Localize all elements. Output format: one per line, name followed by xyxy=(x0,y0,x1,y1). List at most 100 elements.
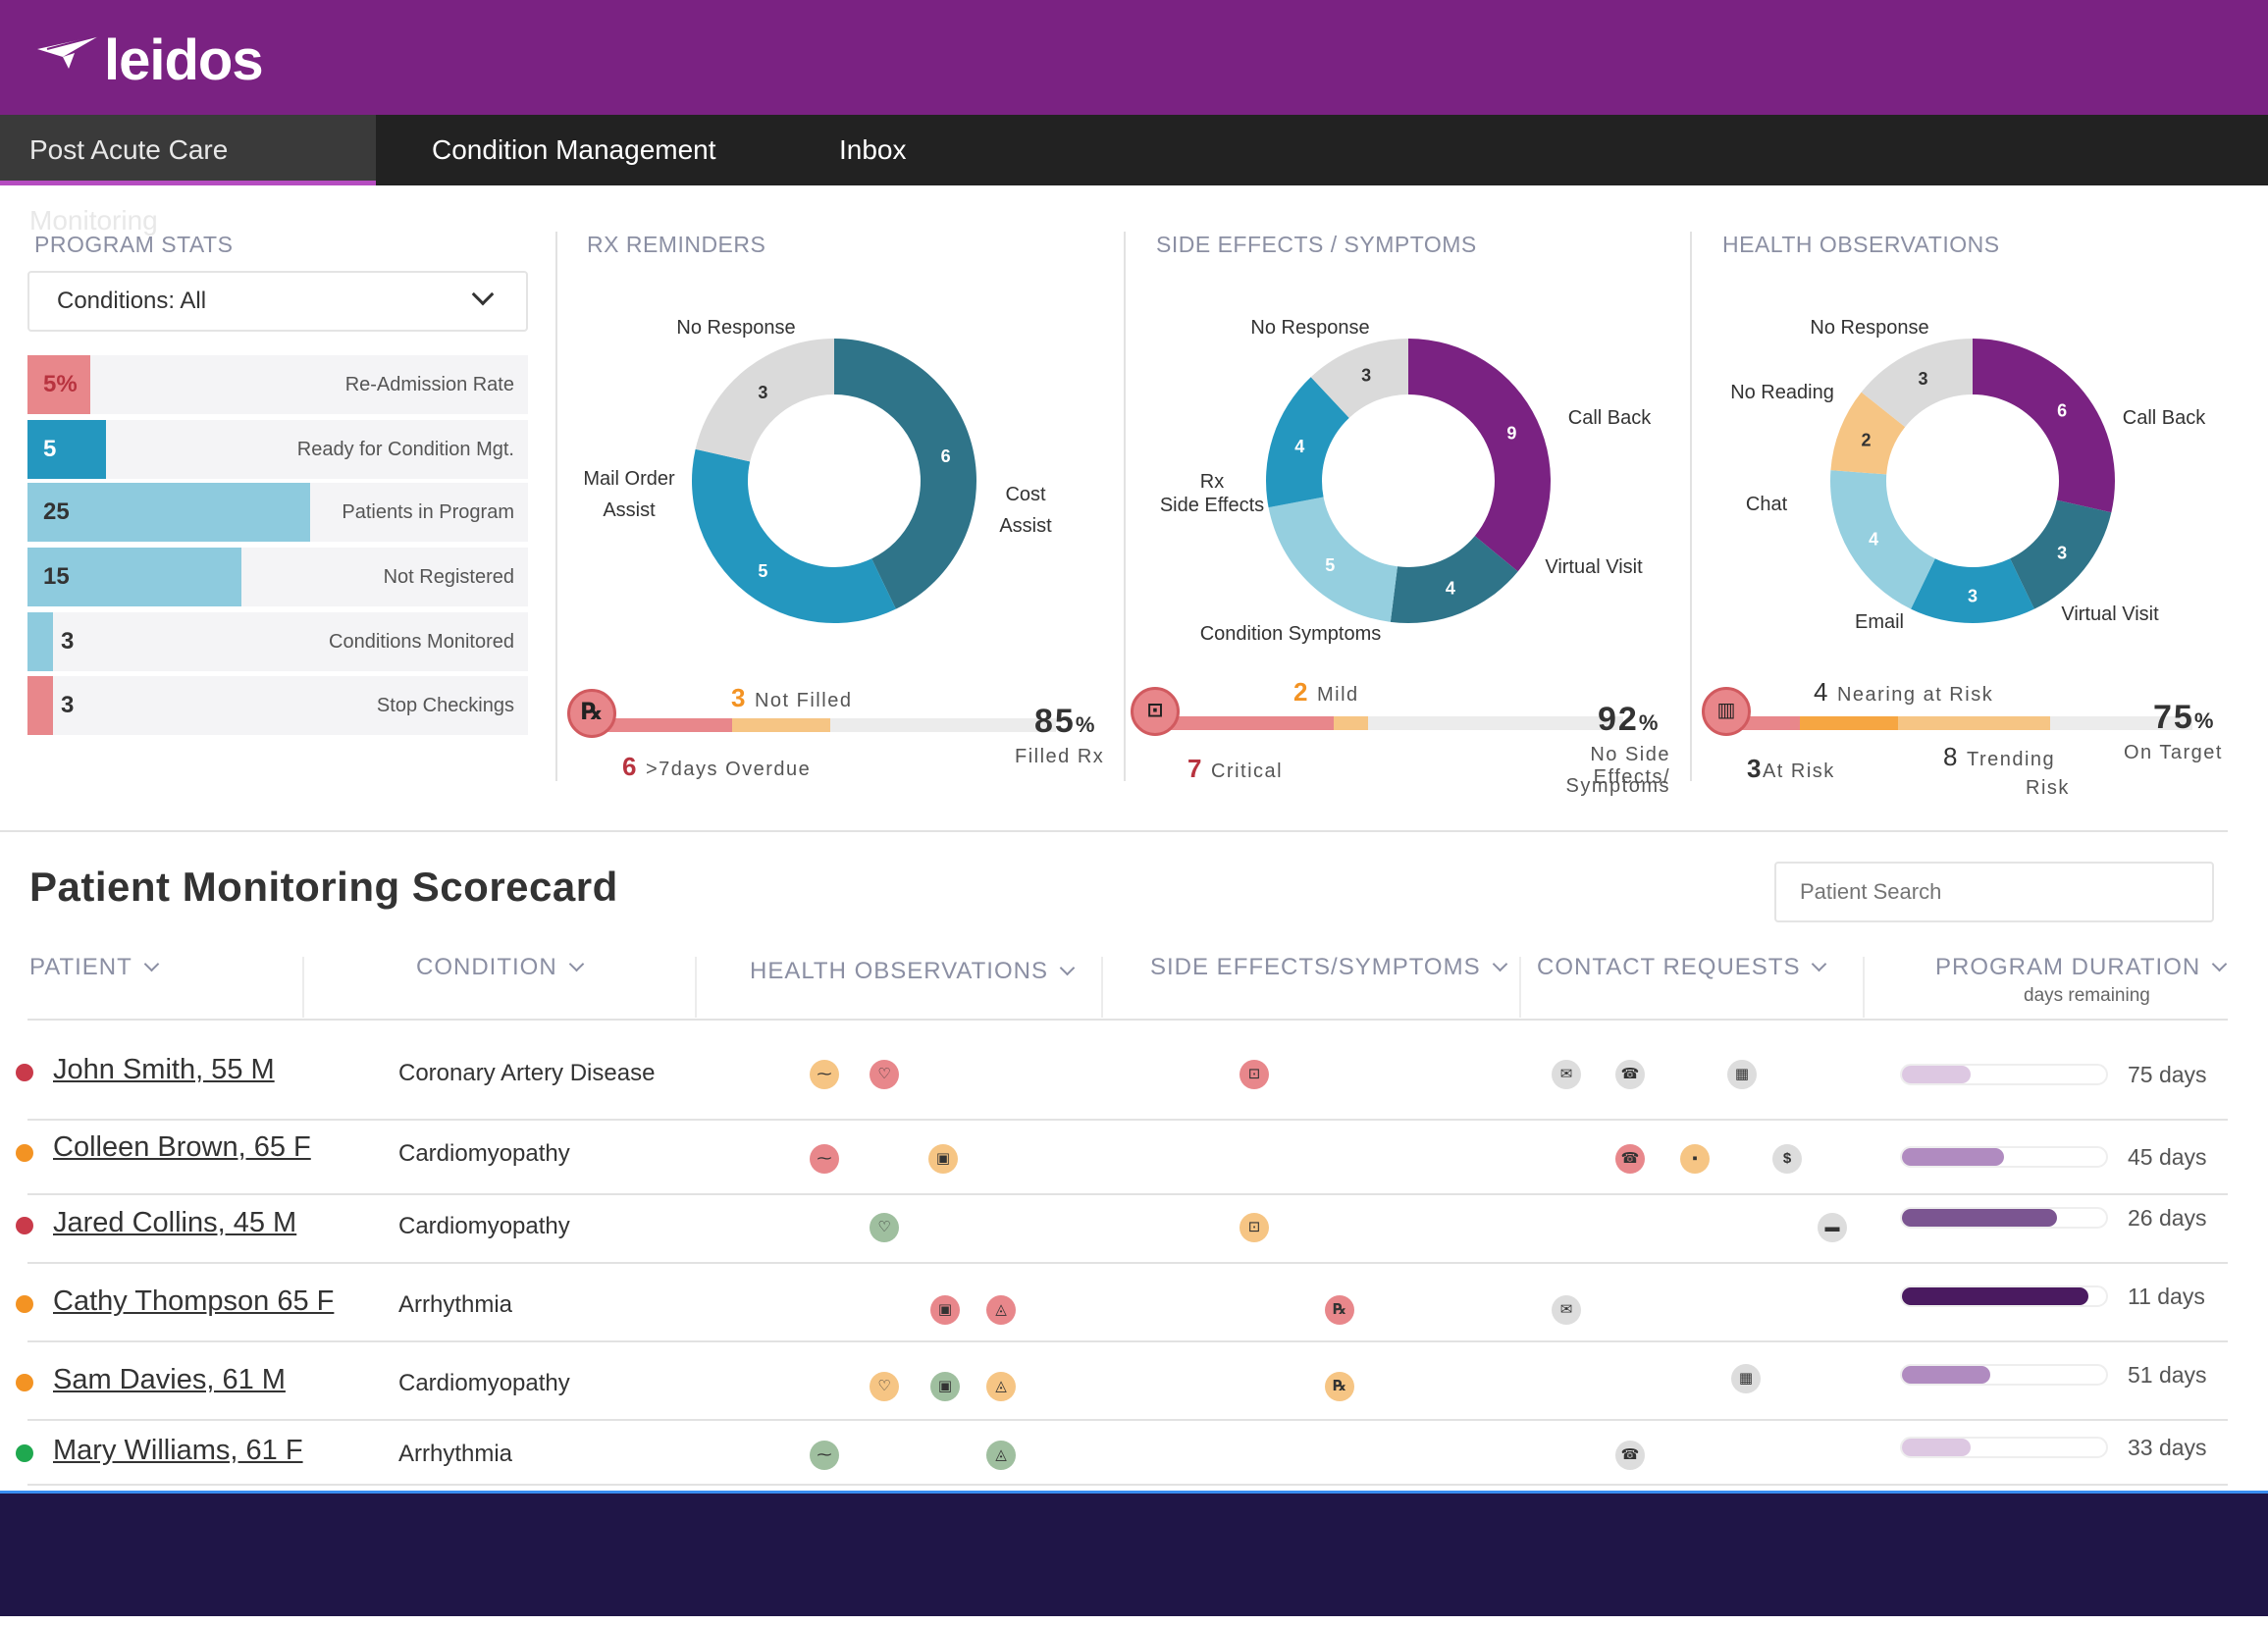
scale-icon[interactable]: ▣ xyxy=(930,1372,960,1401)
label: >7days Overdue xyxy=(645,759,812,780)
column-header-condition[interactable]: CONDITION xyxy=(416,954,584,981)
donut-value-label: 3 xyxy=(1361,366,1371,386)
blood-drop-icon[interactable]: ◬ xyxy=(986,1441,1016,1470)
stat-readmission-rate[interactable]: 5% Re-Admission Rate xyxy=(27,355,528,414)
donut-slice[interactable] xyxy=(1310,339,1408,418)
rx-icon[interactable]: ℞ xyxy=(1325,1295,1354,1325)
heartbeat-icon[interactable]: ⁓ xyxy=(810,1144,839,1174)
conditions-dropdown[interactable]: Conditions: All xyxy=(27,271,528,332)
patient-condition: Cardiomyopathy xyxy=(398,1140,570,1167)
nav-bar xyxy=(0,115,2268,185)
stat-not-registered[interactable]: 15 Not Registered xyxy=(27,548,528,606)
donut-slice[interactable] xyxy=(1830,392,1906,475)
donut-slice[interactable] xyxy=(2010,499,2112,609)
duration-fill xyxy=(1902,1366,1990,1384)
tab-post-acute-care[interactable]: Post Acute Care Monitoring xyxy=(0,115,376,236)
patient-search-input[interactable] xyxy=(1774,862,2214,922)
heart-icon[interactable]: ♡ xyxy=(870,1213,899,1242)
rx-icon[interactable]: ℞ xyxy=(1325,1372,1354,1401)
chevron-down-icon xyxy=(1492,956,1507,972)
rx-icon: ℞ xyxy=(567,689,616,738)
column-header-health-observations[interactable]: HEALTH OBSERVATIONS xyxy=(750,958,1076,985)
column-header-contact-requests[interactable]: CONTACT REQUESTS xyxy=(1537,954,1827,981)
donut-label: No Response xyxy=(1250,317,1370,339)
donut-value-label: 4 xyxy=(1294,437,1304,456)
stat-conditions-monitored[interactable]: 3 Conditions Monitored xyxy=(27,612,528,671)
dollar-icon[interactable]: $ xyxy=(1772,1144,1802,1174)
blood-drop-icon[interactable]: ◬ xyxy=(986,1372,1016,1401)
health-trending-label: Risk xyxy=(2026,777,2070,799)
blood-drop-icon[interactable]: ◬ xyxy=(986,1295,1016,1325)
heart-icon[interactable]: ♡ xyxy=(870,1372,899,1401)
progress-segment-critical xyxy=(1152,716,1334,730)
donut-slice[interactable] xyxy=(695,339,834,462)
phone-icon[interactable]: ☎ xyxy=(1615,1441,1645,1470)
donut-label: No Reading xyxy=(1730,382,1834,403)
donut-slice[interactable] xyxy=(692,448,896,623)
donut-slice[interactable] xyxy=(1266,377,1349,508)
calendar-icon[interactable]: ▦ xyxy=(1731,1364,1761,1393)
stat-bar xyxy=(27,676,53,735)
chevron-down-icon xyxy=(568,956,584,972)
column-separator xyxy=(695,957,697,1018)
patient-name-link[interactable]: John Smith, 55 M xyxy=(53,1054,275,1085)
donut-value-label: 4 xyxy=(1446,578,1455,598)
stat-value: 3 xyxy=(61,692,75,718)
symptom-icon[interactable]: ⊡ xyxy=(1239,1213,1269,1242)
percent-sign: % xyxy=(2193,708,2216,733)
column-label: SIDE EFFECTS/SYMPTOMS xyxy=(1150,954,1481,980)
top-bar xyxy=(0,0,2268,115)
donut-slice[interactable] xyxy=(1408,339,1551,572)
scale-icon[interactable]: ▣ xyxy=(930,1295,960,1325)
calendar-icon[interactable]: ▦ xyxy=(1727,1060,1757,1089)
count: 4 xyxy=(1814,677,1829,707)
rx-progress-bar xyxy=(585,718,1056,732)
patient-condition: Coronary Artery Disease xyxy=(398,1060,656,1086)
patient-name-link[interactable]: Colleen Brown, 65 F xyxy=(53,1131,311,1163)
tab-condition-management[interactable]: Condition Management xyxy=(432,134,716,165)
symptom-icon[interactable]: ⊡ xyxy=(1239,1060,1269,1089)
mail-icon[interactable]: ✉ xyxy=(1552,1060,1581,1089)
column-header-patient[interactable]: PATIENT xyxy=(29,954,160,981)
duration-fill xyxy=(1902,1148,2004,1166)
duration-fill xyxy=(1902,1209,2057,1227)
phone-icon[interactable]: ☎ xyxy=(1615,1144,1645,1174)
row-divider xyxy=(27,1340,2228,1342)
donut-value-label: 6 xyxy=(2057,400,2067,420)
mail-icon[interactable]: ✉ xyxy=(1552,1295,1581,1325)
donut-value-label: 2 xyxy=(1862,430,1872,449)
patient-name-link[interactable]: Jared Collins, 45 M xyxy=(53,1207,297,1238)
donut-slice[interactable] xyxy=(1390,536,1518,623)
delivery-truck-icon[interactable]: ▬ xyxy=(1818,1213,1847,1242)
tab-inbox[interactable]: Inbox xyxy=(839,134,907,165)
stat-bar xyxy=(27,612,53,671)
column-header-side-effects[interactable]: SIDE EFFECTS/SYMPTOMS xyxy=(1150,954,1507,981)
donut-slice[interactable] xyxy=(1973,339,2115,513)
label: Not Filled xyxy=(754,690,853,711)
stat-patients-in-program[interactable]: 25 Patients in Program xyxy=(27,483,528,542)
heartbeat-icon[interactable]: ⁓ xyxy=(810,1441,839,1470)
scale-icon[interactable]: ▣ xyxy=(928,1144,958,1174)
patient-name-link[interactable]: Mary Williams, 61 F xyxy=(53,1435,303,1466)
heart-icon[interactable]: ♡ xyxy=(870,1060,899,1089)
heartbeat-icon[interactable]: ⁓ xyxy=(810,1060,839,1089)
donut-slice[interactable] xyxy=(1268,497,1398,622)
label: Nearing at Risk xyxy=(1836,684,1994,706)
brand-logo[interactable]: leidos xyxy=(104,28,264,92)
patient-name-link[interactable]: Sam Davies, 61 M xyxy=(53,1364,286,1395)
donut-slice[interactable] xyxy=(1830,470,1935,609)
donut-slice[interactable] xyxy=(1861,339,1973,428)
chat-icon[interactable]: ▪ xyxy=(1680,1144,1710,1174)
patient-condition: Cardiomyopathy xyxy=(398,1370,570,1396)
phone-icon[interactable]: ☎ xyxy=(1615,1060,1645,1089)
stat-ready-for-condition[interactable]: 5 Ready for Condition Mgt. xyxy=(27,420,528,479)
stat-label: Re-Admission Rate xyxy=(344,374,514,395)
donut-label: Assist xyxy=(603,499,656,521)
donut-slice[interactable] xyxy=(1911,558,2034,623)
patient-name-link[interactable]: Cathy Thompson 65 F xyxy=(53,1285,335,1317)
donut-slice[interactable] xyxy=(834,339,976,609)
side-no-effects-percent: 92% xyxy=(1598,701,1660,739)
paper-plane-logo-icon xyxy=(37,34,101,69)
stat-stop-checkings[interactable]: 3 Stop Checkings xyxy=(27,676,528,735)
column-header-program-duration[interactable]: PROGRAM DURATION xyxy=(1935,954,2228,981)
